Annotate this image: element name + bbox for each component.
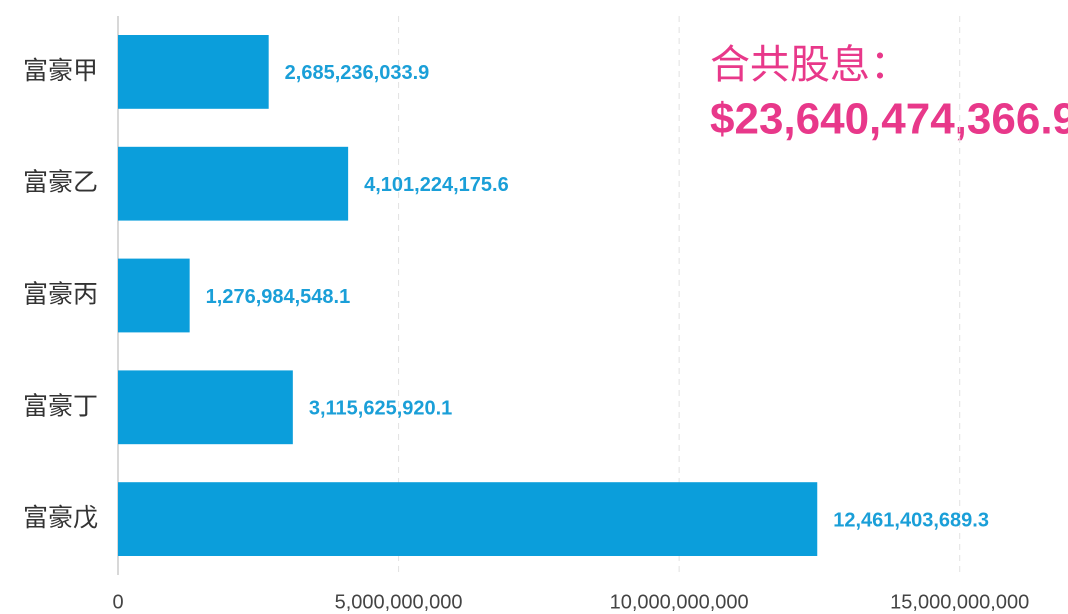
value-label: 2,685,236,033.9 — [285, 62, 430, 84]
y-tick-label: 富豪乙 — [23, 168, 98, 197]
bar — [118, 370, 293, 445]
y-tick-label: 富豪丙 — [23, 280, 98, 309]
value-label: 1,276,984,548.1 — [206, 286, 351, 308]
x-tick-label: 0 — [112, 591, 123, 613]
x-tick-label: 5,000,000,000 — [335, 591, 463, 613]
annotation-label: 合共股息： — [710, 42, 910, 88]
x-tick-label: 15,000,000,000 — [890, 591, 1029, 613]
value-label: 4,101,224,175.6 — [364, 174, 509, 196]
x-tick-label: 10,000,000,000 — [610, 591, 749, 613]
y-tick-label: 富豪戊 — [23, 503, 98, 532]
value-label: 3,115,625,920.1 — [309, 398, 452, 420]
bar — [118, 258, 190, 333]
bar — [118, 146, 349, 221]
annotation-total: $23,640,474,366.9 — [710, 95, 1068, 144]
y-tick-label: 富豪甲 — [23, 56, 98, 85]
y-tick-label: 富豪丁 — [23, 391, 98, 420]
bar — [118, 482, 818, 556]
bar — [118, 35, 269, 109]
value-label: 12,461,403,689.3 — [833, 509, 989, 531]
